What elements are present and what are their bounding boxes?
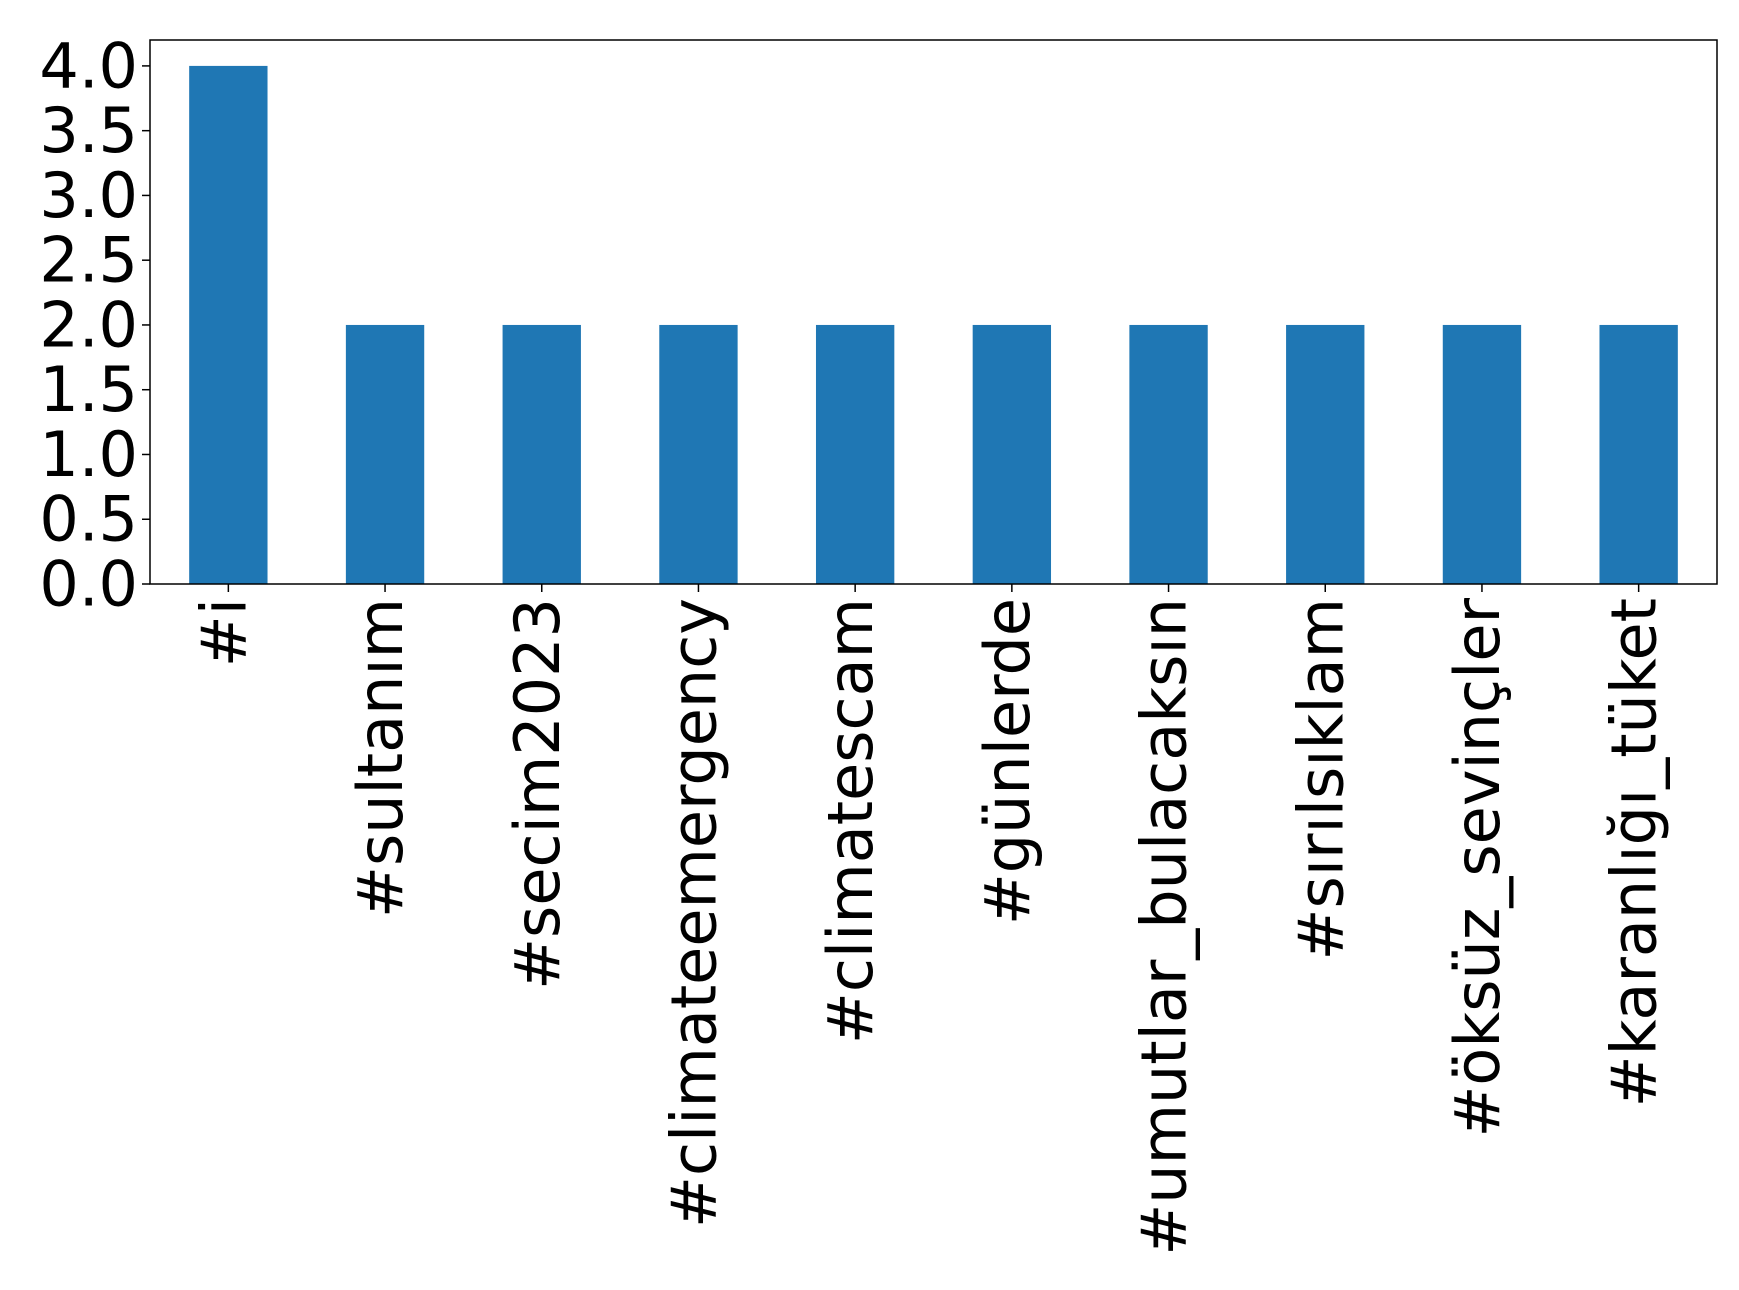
x-tick-label: #climateemergency	[658, 598, 731, 1228]
x-tick-label: #karanlığı_tüket	[1598, 598, 1671, 1107]
bar	[972, 324, 1052, 584]
y-tick-label: 2.0	[39, 288, 138, 361]
bar	[659, 324, 738, 584]
y-tick-label: 1.5	[39, 353, 138, 426]
y-tick-label: 4.0	[39, 29, 138, 102]
x-tick-label: #umutlar_bulacaksın	[1128, 598, 1201, 1256]
x-tick-label: #günlerde	[971, 598, 1044, 925]
bar	[815, 324, 895, 584]
y-tick-label: 0.5	[39, 483, 138, 556]
x-tick-label: #climatescam	[814, 598, 887, 1044]
bar	[345, 324, 425, 584]
bar	[189, 65, 268, 584]
y-tick-label: 1.0	[39, 418, 138, 491]
bar	[1129, 324, 1208, 584]
plot-frame	[149, 39, 1718, 585]
bar	[1599, 324, 1678, 584]
bar	[1286, 324, 1365, 584]
y-tick-label: 2.5	[39, 224, 138, 297]
bar	[502, 324, 581, 584]
x-tick-label: #öksüz_sevinçler	[1441, 598, 1514, 1138]
bar	[1442, 324, 1522, 584]
x-tick-label: #sultanım	[344, 598, 417, 918]
x-tick-label: #i	[187, 598, 260, 667]
y-tick-label: 0.0	[39, 548, 138, 621]
y-tick-label: 3.5	[39, 94, 138, 167]
y-tick-label: 3.0	[39, 159, 138, 232]
x-tick-label: #secim2023	[501, 598, 574, 990]
x-tick-label: #sırılsıklam	[1284, 598, 1357, 960]
